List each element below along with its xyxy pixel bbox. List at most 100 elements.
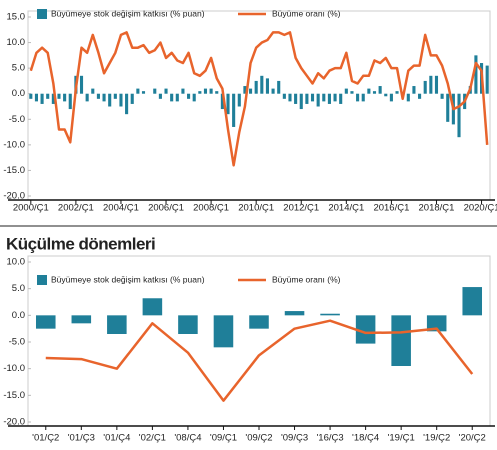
y-tick-label: -10.0: [3, 363, 25, 374]
bar: [327, 93, 331, 104]
bar: [164, 88, 168, 94]
bar: [462, 287, 483, 316]
bar: [35, 315, 56, 329]
bar: [474, 55, 478, 94]
bar: [198, 91, 202, 94]
bar: [249, 315, 269, 329]
bar: [170, 93, 174, 102]
line: [29, 31, 489, 167]
y-tick-label: -10.0: [3, 139, 25, 150]
x-tick-label: 2010/Ç1: [238, 203, 274, 214]
bar: [71, 315, 92, 324]
bar: [457, 93, 461, 138]
legend-swatch: [37, 275, 47, 285]
x-tick-label: '16/Ç3: [316, 433, 343, 444]
y-tick-label: -20.0: [3, 417, 25, 428]
bar: [418, 93, 422, 99]
bar: [282, 93, 286, 99]
bar: [294, 93, 298, 104]
y-tick-label: 5.0: [12, 63, 25, 74]
legend-label: Büyümeye stok değişim katkısı (% puan): [51, 274, 205, 284]
bar: [175, 93, 179, 102]
x-tick-label: '19/Ç1: [388, 433, 415, 444]
y-tick-label: 10.0: [7, 257, 26, 268]
bar: [119, 93, 123, 107]
x-tick-label: 2002/Ç1: [58, 203, 94, 214]
bar: [260, 75, 264, 94]
plot-area: [27, 10, 491, 201]
bar: [220, 93, 224, 110]
bar: [485, 65, 489, 94]
y-tick-label: -15.0: [3, 390, 25, 401]
bar: [305, 93, 309, 104]
bar: [192, 93, 196, 102]
x-tick-label: 2004/Ç1: [103, 203, 139, 214]
bar: [215, 91, 219, 94]
bar: [429, 75, 433, 94]
x-tick-label: '09/Ç1: [210, 433, 237, 444]
legend-label: Büyüme oranı (%): [272, 8, 341, 18]
bar: [113, 93, 117, 99]
bar: [391, 315, 411, 366]
bar: [426, 315, 447, 332]
y-tick-label: -5.0: [9, 337, 25, 348]
x-tick-label: 2000/Ç1: [13, 203, 49, 214]
x-tick-label: '08/Ç4: [174, 433, 201, 444]
x-tick-label: 2020/Ç1: [464, 203, 497, 214]
bar: [299, 93, 303, 110]
x-tick-label: 2008/Ç1: [193, 203, 229, 214]
bar: [322, 93, 326, 102]
bar: [136, 88, 140, 94]
y-tick-label: 0.0: [12, 88, 25, 99]
bar: [102, 93, 106, 102]
bar: [367, 88, 371, 94]
bar: [271, 88, 275, 94]
bar: [142, 298, 163, 316]
bar: [406, 93, 410, 102]
bar: [284, 311, 305, 316]
bar: [46, 93, 50, 99]
chart-title: Küçülme dönemleri: [6, 234, 155, 253]
x-tick-label: '01/Ç4: [103, 433, 130, 444]
y-tick-label: 0.0: [12, 310, 25, 321]
bar: [130, 93, 134, 104]
bar: [40, 93, 44, 104]
bar: [158, 93, 162, 99]
bar: [389, 93, 393, 102]
bar: [344, 88, 348, 94]
x-tick-label: '09/Ç2: [245, 433, 272, 444]
bar: [63, 93, 67, 102]
bar: [51, 93, 55, 104]
bar: [181, 88, 185, 94]
legend-label: Büyüme oranı (%): [272, 274, 341, 284]
bar: [153, 88, 157, 94]
bar: [265, 78, 270, 94]
bar: [434, 75, 439, 94]
bar: [237, 93, 241, 107]
bar: [226, 93, 230, 115]
y-tick-label: 15.0: [7, 12, 26, 23]
bar: [446, 93, 450, 122]
x-tick-label: '01/Ç3: [68, 433, 95, 444]
bar: [57, 93, 61, 99]
bar: [372, 91, 377, 94]
bar: [288, 93, 292, 102]
bar: [187, 93, 191, 99]
bar: [232, 93, 236, 127]
bar: [91, 88, 95, 94]
x-tick-label: 2012/Ç1: [283, 203, 319, 214]
bar: [29, 93, 33, 99]
bar: [178, 315, 198, 334]
bar: [350, 91, 354, 94]
bar: [107, 315, 127, 334]
bar: [378, 86, 382, 94]
legend-label: Büyümeye stok değişim katkısı (% puan): [51, 8, 205, 18]
y-tick-label: -5.0: [9, 114, 25, 125]
x-tick-label: '19/Ç2: [423, 433, 450, 444]
bar: [68, 93, 72, 110]
bar: [310, 93, 315, 102]
bar: [108, 93, 112, 107]
x-tick-label: '20/Ç2: [459, 433, 486, 444]
bar: [361, 93, 365, 102]
